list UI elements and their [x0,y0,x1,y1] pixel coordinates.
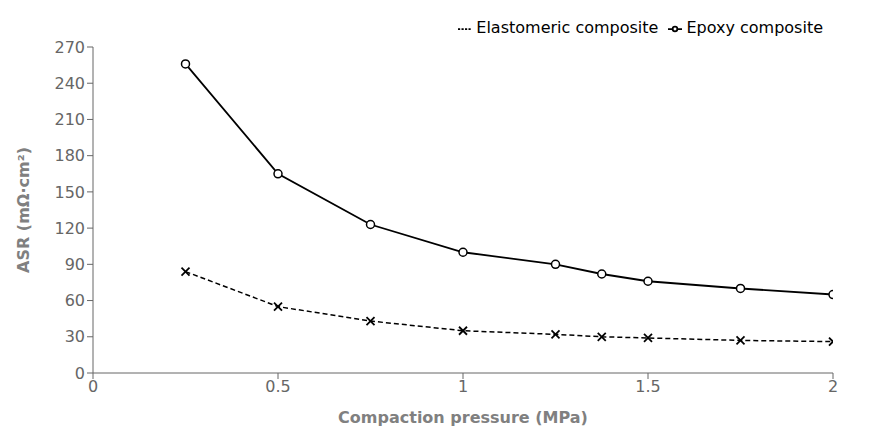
svg-text:270: 270 [54,38,85,57]
svg-text:30: 30 [65,327,85,346]
svg-text:1: 1 [458,377,468,396]
svg-text:120: 120 [54,219,85,238]
svg-text:240: 240 [54,74,85,93]
html-text:Epoxy composite: Epoxy composite [686,18,823,37]
html-text:Elastomeric composite: Elastomeric composite [476,18,659,37]
svg-text:60: 60 [65,291,85,310]
svg-text:180: 180 [54,146,85,165]
svg-text:0: 0 [88,377,98,396]
svg-text:0: 0 [75,364,85,383]
svg-text:Compaction pressure (MPa): Compaction pressure (MPa) [338,408,588,427]
svg-text:0.5: 0.5 [265,377,290,396]
svg-text:1.5: 1.5 [635,377,660,396]
svg-text:ASR (mΩ·cm²): ASR (mΩ·cm²) [14,147,33,273]
svg-text:150: 150 [54,183,85,202]
svg-text:90: 90 [65,255,85,274]
svg-text:210: 210 [54,110,85,129]
svg-text:2: 2 [828,377,838,396]
